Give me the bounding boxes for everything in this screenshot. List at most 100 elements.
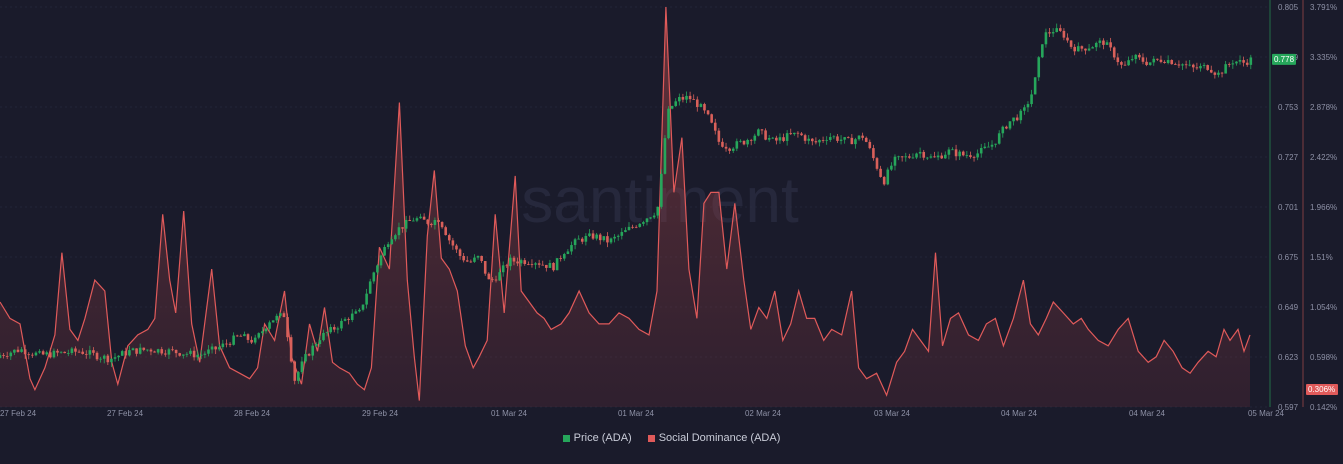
candle-body bbox=[832, 136, 836, 138]
price-candle bbox=[1105, 40, 1109, 45]
price-candle bbox=[386, 241, 390, 250]
price-candle bbox=[972, 155, 976, 162]
candle-body bbox=[922, 151, 926, 158]
price-candle bbox=[131, 347, 135, 351]
price-candle bbox=[591, 230, 595, 241]
price-candle bbox=[1055, 23, 1059, 33]
candle-body bbox=[1217, 72, 1220, 75]
candle-body bbox=[462, 255, 465, 261]
price-candle bbox=[437, 218, 440, 223]
candle-body bbox=[214, 346, 217, 350]
price-candle bbox=[933, 151, 936, 158]
price-candle bbox=[228, 342, 232, 348]
price-candle bbox=[976, 149, 979, 161]
candle-body bbox=[793, 132, 796, 135]
candle-body bbox=[196, 354, 199, 358]
candle-body bbox=[577, 238, 580, 240]
price-candle bbox=[476, 255, 480, 260]
price-candle bbox=[638, 223, 642, 228]
price-candle bbox=[1145, 57, 1148, 67]
price-candle bbox=[171, 346, 174, 352]
price-candle bbox=[555, 258, 559, 271]
price-candle bbox=[767, 134, 771, 142]
candle-body bbox=[368, 281, 372, 294]
price-candle bbox=[142, 347, 146, 352]
price-candle bbox=[1199, 63, 1202, 72]
candle-body bbox=[430, 223, 433, 226]
candle-body bbox=[1123, 64, 1127, 66]
price-candle bbox=[854, 137, 857, 149]
price-candle bbox=[164, 349, 167, 357]
price-candle bbox=[271, 320, 275, 323]
candle-body bbox=[890, 165, 893, 170]
price-tick-label: 0.623 bbox=[1278, 353, 1299, 362]
price-candle bbox=[678, 93, 681, 106]
price-candle bbox=[430, 222, 433, 228]
price-candle bbox=[1098, 37, 1102, 48]
legend-swatch-social-dominance bbox=[647, 434, 655, 442]
candle-body bbox=[160, 349, 164, 354]
candle-body bbox=[469, 261, 473, 263]
candle-body bbox=[232, 335, 235, 345]
price-candle bbox=[365, 288, 368, 309]
candle-body bbox=[372, 272, 376, 282]
candle-body bbox=[1177, 64, 1181, 66]
candle-body bbox=[1076, 46, 1080, 52]
price-candle bbox=[961, 150, 965, 157]
candle-body bbox=[861, 135, 864, 138]
candle-body bbox=[552, 262, 555, 271]
price-candle bbox=[1109, 37, 1112, 52]
candle-body bbox=[1087, 48, 1091, 51]
price-candle bbox=[350, 309, 354, 323]
price-candle bbox=[300, 356, 304, 374]
price-candle bbox=[620, 228, 624, 240]
candle-body bbox=[624, 230, 627, 233]
candle-body bbox=[570, 245, 573, 252]
candle-body bbox=[289, 337, 293, 362]
candle-body bbox=[99, 358, 102, 360]
candle-body bbox=[857, 135, 861, 140]
price-candle bbox=[1148, 62, 1152, 66]
legend-item-social-dominance[interactable]: Social Dominance (ADA) bbox=[647, 432, 780, 444]
candle-body bbox=[1030, 94, 1033, 105]
price-candle bbox=[979, 143, 983, 158]
price-candle bbox=[189, 348, 192, 356]
price-candle bbox=[537, 259, 541, 268]
price-candle bbox=[1127, 56, 1130, 66]
price-candle bbox=[56, 348, 59, 357]
candle-body bbox=[990, 144, 994, 147]
candle-body bbox=[376, 265, 379, 273]
price-candle bbox=[1227, 62, 1231, 68]
price-candle bbox=[5, 351, 9, 360]
candle-body bbox=[228, 343, 232, 345]
candle-body bbox=[1166, 60, 1170, 63]
candle-body bbox=[900, 156, 904, 158]
legend-item-price[interactable]: Price (ADA) bbox=[562, 432, 632, 444]
candle-body bbox=[523, 260, 527, 264]
dominance-tick-label: 3.335% bbox=[1310, 53, 1337, 62]
price-candle bbox=[41, 349, 45, 356]
price-candle bbox=[63, 351, 66, 354]
candle-body bbox=[383, 246, 386, 256]
candle-body bbox=[77, 351, 81, 353]
candle-body bbox=[243, 334, 246, 337]
price-candle bbox=[908, 153, 911, 159]
price-candle bbox=[545, 264, 548, 272]
price-candle bbox=[167, 347, 171, 360]
candle-body bbox=[509, 257, 512, 267]
price-candle bbox=[31, 352, 34, 358]
candle-body bbox=[1227, 64, 1231, 65]
candle-body bbox=[1181, 64, 1184, 66]
price-candle bbox=[836, 134, 839, 143]
price-candle bbox=[562, 252, 566, 261]
candle-body bbox=[1191, 64, 1195, 68]
price-candle bbox=[749, 138, 753, 146]
price-candle bbox=[1062, 28, 1066, 41]
price-candle bbox=[742, 140, 746, 146]
candle-body bbox=[34, 352, 38, 356]
candle-body bbox=[731, 148, 735, 151]
candle-body bbox=[207, 349, 210, 354]
price-candle bbox=[753, 133, 757, 144]
price-candle bbox=[1066, 33, 1069, 43]
price-candle bbox=[49, 347, 52, 359]
